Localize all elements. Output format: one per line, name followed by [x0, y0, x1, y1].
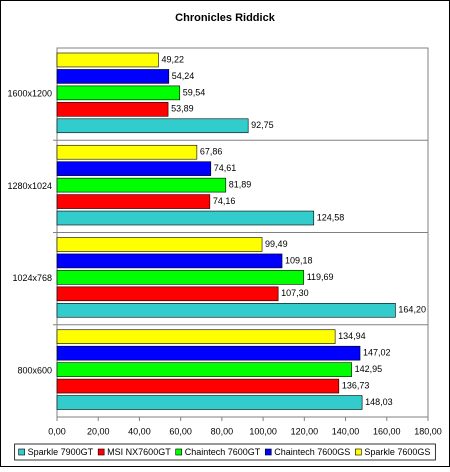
value-label: 136,73 [342, 380, 370, 390]
legend-label: Sparkle 7900GT [28, 447, 94, 457]
y-tick-label: 1280x1024 [7, 181, 52, 191]
value-label: 74,61 [214, 163, 237, 173]
legend-swatch [355, 448, 362, 456]
value-label: 92,75 [251, 120, 274, 130]
value-label: 81,89 [229, 180, 252, 190]
y-tick-label: 800x600 [17, 365, 52, 375]
value-label: 164,20 [398, 305, 426, 315]
bar [56, 118, 249, 134]
bar [56, 69, 170, 84]
value-label: 107,30 [281, 288, 309, 298]
bar [56, 177, 227, 193]
x-tick-label: 140,00 [332, 426, 360, 436]
value-label: 134,94 [338, 331, 366, 341]
bar [56, 85, 181, 101]
x-tick-label: 180,00 [414, 426, 442, 436]
legend-label: Sparkle 7600GS [364, 447, 430, 457]
value-label: 142,95 [355, 364, 383, 374]
value-label: 124,58 [317, 212, 345, 222]
value-label: 74,16 [213, 196, 236, 206]
bar [56, 345, 361, 361]
x-tick-label: 100,00 [249, 426, 277, 436]
legend-box [14, 443, 436, 461]
bar [56, 395, 363, 410]
x-tick-label: 60,00 [169, 426, 192, 436]
x-tick-label: 160,00 [373, 426, 401, 436]
value-label: 99,49 [265, 239, 288, 249]
value-label: 49,22 [161, 54, 184, 64]
value-label: 119,69 [307, 272, 334, 282]
bar [56, 52, 159, 68]
bar [56, 270, 304, 285]
bar [56, 237, 263, 252]
bar [56, 329, 336, 344]
x-tick-label: 20,00 [87, 426, 110, 436]
value-label: 53,89 [171, 104, 194, 114]
x-tick-label: 40,00 [128, 426, 151, 436]
bar [56, 144, 198, 160]
legend-swatch [97, 448, 105, 456]
bar [56, 286, 279, 302]
bar [56, 302, 396, 318]
bar [56, 161, 212, 176]
value-label: 54,24 [172, 71, 195, 81]
legend-swatch [18, 448, 25, 456]
value-label: 59,54 [183, 87, 206, 97]
legend-label: Chaintech 7600GT [185, 447, 261, 457]
bar [56, 102, 169, 117]
bar [56, 210, 315, 226]
chart-title: Chronicles Riddick [175, 12, 276, 24]
value-label: 147,02 [363, 348, 391, 358]
value-label: 67,86 [200, 147, 223, 157]
x-tick-label: 0,00 [48, 426, 66, 436]
bar [56, 253, 283, 269]
value-label: 109,18 [285, 255, 313, 265]
y-tick-label: 1600x1200 [7, 89, 52, 99]
bar [56, 362, 352, 377]
legend-swatch [264, 448, 272, 456]
legend-label: MSI NX7600GT [107, 447, 171, 457]
bar [56, 194, 211, 209]
x-tick-label: 120,00 [291, 426, 319, 436]
y-tick-label: 1024x768 [12, 273, 52, 283]
x-tick-label: 80,00 [211, 426, 234, 436]
legend-swatch [175, 448, 183, 456]
bar [56, 378, 340, 394]
legend-label: Chaintech 7600GS [274, 447, 350, 457]
value-label: 148,03 [365, 397, 393, 407]
